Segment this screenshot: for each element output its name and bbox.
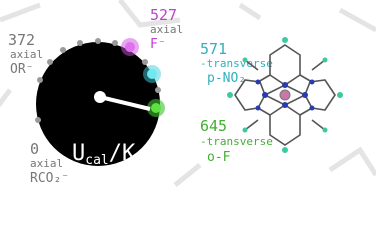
ligand: F⁻ xyxy=(150,37,166,52)
label-527: 527 axial F⁻ xyxy=(150,6,183,52)
dial-face xyxy=(36,42,160,166)
marker xyxy=(151,103,161,113)
dial-ticks xyxy=(35,38,161,123)
ligand: RCO₂⁻ xyxy=(30,171,69,186)
background-structure xyxy=(0,0,376,187)
marker xyxy=(125,42,135,52)
ligand: p-NO₂ xyxy=(207,71,246,86)
label-372: 372 axial OR⁻ xyxy=(8,31,43,77)
value: 0 xyxy=(30,140,39,158)
kind: axial xyxy=(30,157,63,170)
needle-hub xyxy=(94,91,106,103)
kind: -transverse xyxy=(200,57,273,70)
graphic-abstract: Ucal/K 527 axial F⁻ 571 -transverse p-NO… xyxy=(0,0,376,187)
kind: axial xyxy=(150,23,183,36)
value: 645 xyxy=(200,117,227,135)
kind: -transverse xyxy=(200,135,273,148)
molecule xyxy=(227,37,343,153)
label-645: 645 -transverse o-F xyxy=(200,117,273,165)
value: 527 xyxy=(150,6,177,24)
ligand: OR⁻ xyxy=(10,62,33,77)
value: 372 xyxy=(8,31,35,49)
ligand: o-F xyxy=(207,150,231,165)
dial-unit: Ucal/K xyxy=(72,141,136,168)
kind: axial xyxy=(10,48,43,61)
marker xyxy=(147,69,157,79)
metal-center xyxy=(279,89,291,101)
label-0: 0 axial RCO₂⁻ xyxy=(30,140,69,186)
value: 571 xyxy=(200,40,227,58)
needle xyxy=(99,95,151,111)
